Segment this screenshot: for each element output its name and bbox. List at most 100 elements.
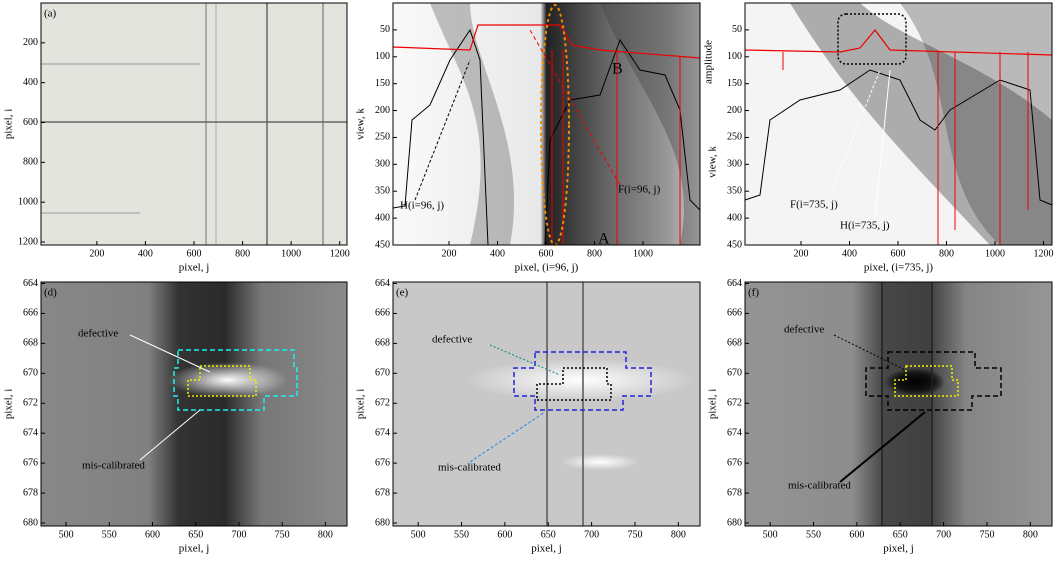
x-tick-label: 800 xyxy=(235,248,250,259)
y-tick-label: 100 xyxy=(727,51,742,62)
y-tick-label: 450 xyxy=(375,239,390,250)
x-tick-label: 700 xyxy=(584,529,599,540)
annotation: B xyxy=(612,61,623,78)
y-tick-label: 672 xyxy=(375,398,390,409)
x-tick-label: 800 xyxy=(1023,529,1038,540)
y-tick-label: 664 xyxy=(727,278,742,289)
x-tick-label: 200 xyxy=(89,248,104,259)
y-tick-label: 50 xyxy=(732,24,742,35)
annotation: defective xyxy=(432,334,472,346)
x-tick-label: 700 xyxy=(231,529,246,540)
x-tick-label: 600 xyxy=(145,529,160,540)
panel-label: (a) xyxy=(44,8,57,20)
x-tick-label: 750 xyxy=(979,529,994,540)
x-tick-label: 1200 xyxy=(330,248,350,259)
y-axis-label: view, k xyxy=(707,146,719,178)
x-axis-label: pixel, j xyxy=(179,262,210,274)
y-axis-label: pixel, i xyxy=(355,389,367,420)
y-tick-label: 150 xyxy=(727,78,742,89)
annotation: mis-calibrated xyxy=(438,462,501,474)
y-tick-label: 300 xyxy=(727,159,742,170)
y-tick-label: 668 xyxy=(23,338,38,349)
x-tick-label: 200 xyxy=(442,248,457,259)
x-tick-label: 200 xyxy=(794,248,809,259)
y-tick-label: 676 xyxy=(375,457,390,468)
y-tick-label: 670 xyxy=(375,368,390,379)
y-axis-label: pixel, i xyxy=(3,109,15,140)
x-axis-label: pixel, (i=735, j) xyxy=(864,262,933,274)
y-tick-label: 676 xyxy=(23,457,38,468)
x-tick-label: 1000 xyxy=(985,248,1005,259)
x-tick-label: 550 xyxy=(102,529,117,540)
x-tick-label: 400 xyxy=(842,248,857,259)
x-tick-label: 1000 xyxy=(281,248,301,259)
y-tick-label: 680 xyxy=(727,517,742,528)
y-tick-label: 670 xyxy=(727,368,742,379)
y-tick-label: 100 xyxy=(375,51,390,62)
y-tick-label: 666 xyxy=(727,308,742,319)
x-tick-label: 1000 xyxy=(633,248,653,259)
x-tick-label: 550 xyxy=(454,529,469,540)
panel-label: (f) xyxy=(748,287,759,299)
x-tick-label: 500 xyxy=(59,529,74,540)
y-tick-label: 678 xyxy=(375,487,390,498)
y-tick-label: 666 xyxy=(375,308,390,319)
image xyxy=(41,3,347,245)
y-tick-label: 680 xyxy=(375,517,390,528)
x-axis-label: pixel, j xyxy=(531,543,562,555)
x-tick-label: 1200 xyxy=(1034,248,1054,259)
annotation: H(i=96, j) xyxy=(400,200,444,212)
y-tick-label: 674 xyxy=(23,427,38,438)
y-tick-label: 672 xyxy=(23,398,38,409)
x-tick-label: 700 xyxy=(936,529,951,540)
x-tick-label: 600 xyxy=(891,248,906,259)
y-tick-label: 668 xyxy=(727,338,742,349)
panel-label: (d) xyxy=(44,287,57,299)
y-axis-label: pixel, i xyxy=(3,389,15,420)
y-axis-label: pixel, i xyxy=(707,389,719,420)
x-tick-label: 600 xyxy=(539,248,554,259)
annotation: F(i=96, j) xyxy=(618,184,661,196)
y-tick-label: 674 xyxy=(727,427,742,438)
annotation: mis-calibrated xyxy=(788,480,851,492)
x-tick-label: 800 xyxy=(318,529,333,540)
y-tick-label: 678 xyxy=(727,487,742,498)
y-tick-label: 50 xyxy=(380,24,390,35)
x-axis-label: pixel, j xyxy=(883,543,914,555)
y-tick-label: 800 xyxy=(23,157,38,168)
y-tick-label: 680 xyxy=(23,517,38,528)
y-tick-label: 666 xyxy=(23,308,38,319)
x-tick-label: 750 xyxy=(275,529,290,540)
x-tick-label: 750 xyxy=(627,529,642,540)
y-tick-label: 350 xyxy=(375,186,390,197)
y-tick-label: 670 xyxy=(23,368,38,379)
y-tick-label: 250 xyxy=(727,132,742,143)
annotation: F(i=735, j) xyxy=(790,199,838,211)
annotation: amplitude xyxy=(703,40,715,84)
y-tick-label: 664 xyxy=(23,278,38,289)
y-tick-label: 400 xyxy=(727,212,742,223)
x-tick-label: 500 xyxy=(411,529,426,540)
y-tick-label: 678 xyxy=(23,487,38,498)
y-tick-label: 350 xyxy=(727,186,742,197)
y-axis-label: view, k xyxy=(355,108,367,140)
y-tick-label: 200 xyxy=(23,37,38,48)
x-tick-label: 800 xyxy=(587,248,602,259)
x-tick-label: 600 xyxy=(497,529,512,540)
y-tick-label: 674 xyxy=(375,427,390,438)
y-tick-label: 600 xyxy=(23,117,38,128)
y-tick-label: 1200 xyxy=(18,236,38,247)
y-tick-label: 400 xyxy=(375,212,390,223)
x-tick-label: 650 xyxy=(188,529,203,540)
y-tick-label: 676 xyxy=(727,457,742,468)
x-tick-label: 400 xyxy=(490,248,505,259)
y-tick-label: 664 xyxy=(375,278,390,289)
y-tick-label: 250 xyxy=(375,132,390,143)
y-tick-label: 200 xyxy=(375,105,390,116)
annotation: mis-calibrated xyxy=(82,460,145,472)
y-tick-label: 450 xyxy=(727,239,742,250)
y-tick-label: 1000 xyxy=(18,196,38,207)
x-tick-label: 650 xyxy=(541,529,556,540)
annotation: H(i=735, j) xyxy=(840,220,890,232)
y-tick-label: 300 xyxy=(375,159,390,170)
